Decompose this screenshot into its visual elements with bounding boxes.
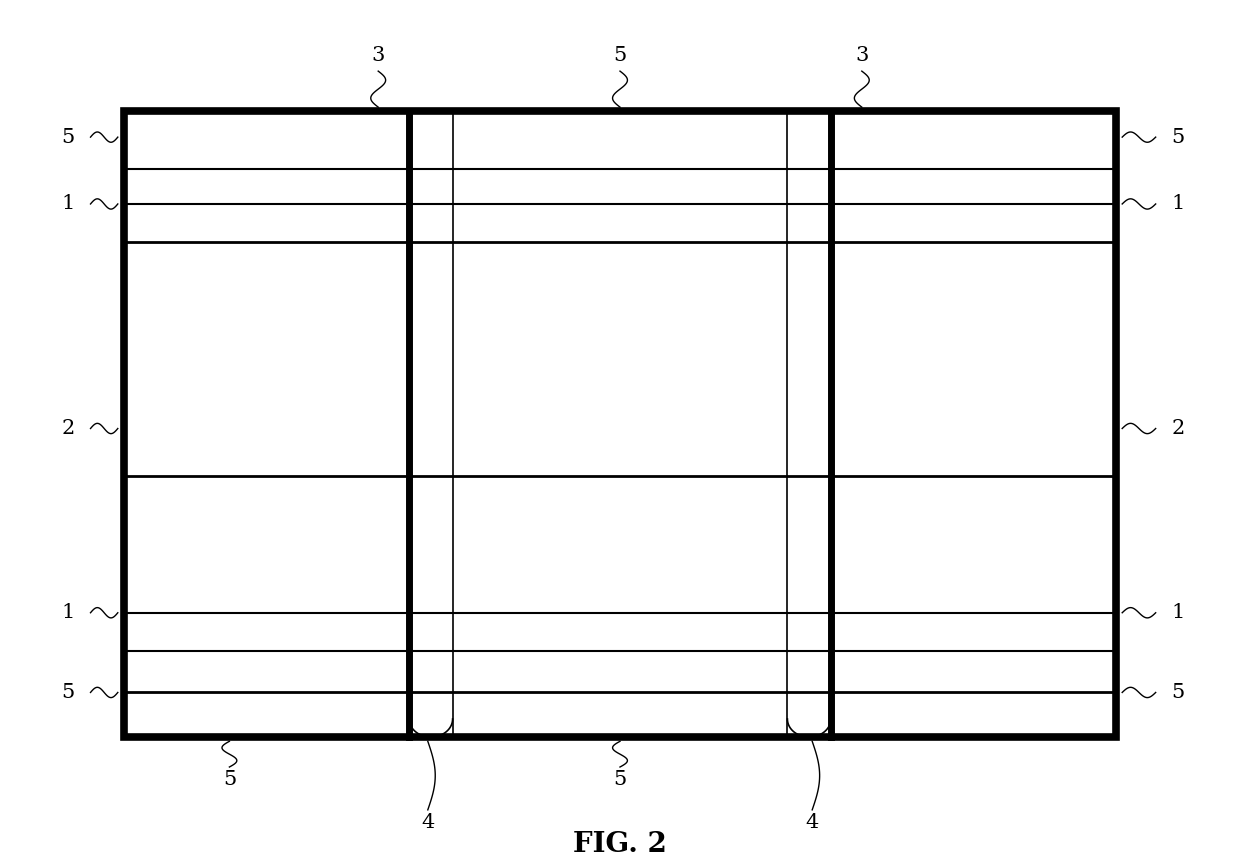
- Text: 5: 5: [1172, 128, 1184, 147]
- Text: 4: 4: [806, 813, 818, 832]
- Text: 5: 5: [62, 128, 74, 147]
- Text: 2: 2: [62, 419, 74, 438]
- Text: 1: 1: [62, 195, 74, 213]
- Text: 5: 5: [614, 770, 626, 789]
- Text: 1: 1: [1172, 195, 1184, 213]
- Text: FIG. 2: FIG. 2: [573, 830, 667, 857]
- Text: 5: 5: [62, 683, 74, 702]
- Text: 5: 5: [614, 46, 626, 65]
- Text: 1: 1: [62, 603, 74, 622]
- Text: 5: 5: [223, 770, 236, 789]
- Text: 4: 4: [422, 813, 434, 832]
- Text: 1: 1: [1172, 603, 1184, 622]
- Text: 3: 3: [856, 46, 868, 65]
- Text: 3: 3: [372, 46, 384, 65]
- Text: 5: 5: [1172, 683, 1184, 702]
- Bar: [124, 111, 1116, 737]
- Text: 2: 2: [1172, 419, 1184, 438]
